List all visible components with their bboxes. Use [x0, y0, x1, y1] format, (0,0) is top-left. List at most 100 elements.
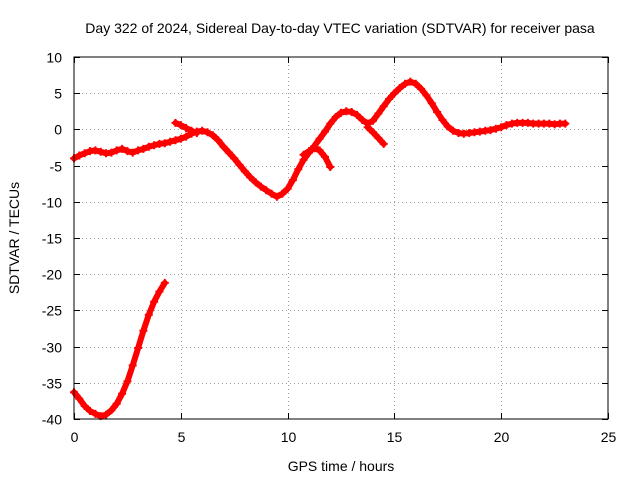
y-tick-label: -5 [50, 159, 63, 175]
data-point [486, 126, 495, 135]
data-point [144, 142, 153, 151]
data-point [321, 127, 329, 136]
data-point [422, 91, 431, 100]
y-tick-label: -15 [42, 231, 62, 247]
y-tick-label: 5 [54, 86, 62, 102]
data-point [139, 144, 148, 153]
data-point [438, 116, 447, 124]
data-point [182, 132, 191, 141]
data-point [91, 146, 100, 155]
data-point [395, 84, 404, 93]
data-point [112, 399, 121, 408]
data-point [139, 326, 148, 335]
data-point [166, 137, 175, 146]
data-point [433, 108, 442, 116]
data-point [374, 109, 383, 118]
data-point [128, 361, 137, 370]
data-point [160, 139, 169, 148]
data-point [198, 126, 207, 135]
data-point [443, 122, 452, 131]
data-point [449, 126, 458, 135]
data-point [497, 123, 506, 132]
data-point [363, 123, 372, 132]
data-point [369, 116, 377, 125]
data-point [374, 134, 383, 143]
data-point [369, 128, 377, 137]
data-point [262, 186, 271, 195]
data-point [112, 146, 121, 155]
x-tick-label: 10 [281, 429, 297, 445]
data-point [256, 182, 265, 191]
x-axis-label: GPS time / hours [288, 458, 395, 474]
data-point [128, 148, 137, 157]
y-tick-label: -10 [42, 195, 62, 211]
data-point [91, 409, 100, 418]
data-point [224, 148, 233, 157]
x-tick-label: 25 [601, 429, 617, 445]
data-point [80, 149, 89, 158]
data-point [278, 189, 287, 198]
data-point [251, 178, 260, 187]
data-point [102, 410, 110, 419]
data-point [208, 131, 217, 140]
y-tick-label: 10 [46, 50, 62, 66]
data-point [80, 402, 89, 410]
x-tick-label: 15 [387, 429, 403, 445]
data-point [176, 121, 185, 130]
data-point [417, 84, 426, 93]
data-point [118, 144, 127, 153]
data-point [502, 121, 511, 130]
data-point [187, 126, 196, 135]
y-tick-label: -25 [42, 303, 62, 319]
data-point [427, 99, 436, 108]
data-point [379, 102, 388, 111]
data-point [246, 173, 255, 182]
y-axis-label: SDTVAR / TECUs [6, 182, 22, 294]
data-point [144, 310, 153, 319]
data-point [171, 118, 180, 127]
data-point [337, 108, 345, 117]
data-point [379, 139, 388, 148]
data-point [315, 134, 324, 143]
data-point [353, 110, 361, 119]
grid [74, 57, 608, 419]
data-point [326, 119, 335, 128]
data-point [123, 377, 132, 386]
y-tick-label: -20 [42, 267, 62, 283]
data-point [176, 134, 185, 143]
data-point [347, 108, 356, 116]
data-point [203, 128, 212, 137]
data-point [230, 154, 239, 163]
data-point [118, 389, 127, 398]
series-line-descending-arc-C [364, 124, 387, 147]
data-point [123, 147, 132, 156]
data-point [310, 144, 319, 153]
y-tick-label: -30 [42, 340, 62, 356]
data-point [219, 142, 228, 151]
data-point [491, 124, 500, 133]
data-point [214, 136, 223, 145]
data-point [326, 163, 335, 171]
y-tick-label: 0 [54, 122, 62, 138]
data-point [192, 129, 201, 137]
chart-title: Day 322 of 2024, Sidereal Day-to-day VTE… [85, 20, 595, 36]
data-point [321, 152, 329, 161]
ticks [74, 57, 609, 420]
data-point [240, 167, 249, 176]
data-point [235, 160, 244, 169]
data-point [182, 124, 191, 132]
data-point [358, 116, 367, 124]
x-tick-label: 0 [71, 429, 79, 445]
data-point [107, 406, 116, 415]
data-point [406, 77, 415, 86]
data-point [171, 136, 180, 145]
x-tick-label: 20 [494, 429, 510, 445]
data-point [305, 147, 313, 156]
y-tick-label: -40 [42, 412, 62, 428]
data-point [288, 176, 297, 185]
tick-labels: 0 5 10 15 20 25 -40 -35 -30 -25 -20 -15 -10 -5 0 5 10 [42, 50, 617, 446]
data-point [96, 147, 105, 156]
data-point [411, 79, 420, 88]
